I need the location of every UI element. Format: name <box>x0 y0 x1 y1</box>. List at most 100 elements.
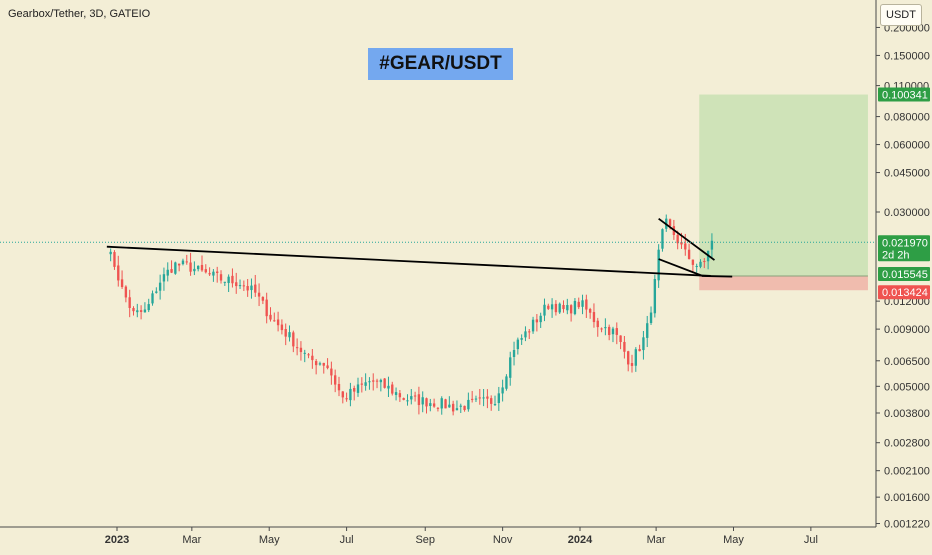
candle-body <box>280 324 284 331</box>
candle-body <box>334 375 337 385</box>
candle-body <box>463 405 466 411</box>
x-tick-label: May <box>259 534 280 546</box>
candle-body <box>295 347 299 349</box>
price-label-box <box>878 285 930 300</box>
candle-body <box>181 260 185 265</box>
candle-body <box>242 285 246 287</box>
candle-body <box>177 263 181 266</box>
candle-body <box>124 286 128 298</box>
candle-body <box>562 304 565 310</box>
x-tick-label: Nov <box>493 534 513 546</box>
candle-body <box>505 376 508 389</box>
candle-body <box>425 398 428 407</box>
candle-body <box>554 303 558 313</box>
candle-body <box>607 326 611 336</box>
price-label-text: 0.100341 <box>882 90 928 102</box>
price-label-box <box>878 87 930 102</box>
symbol-title: Gearbox/Tether, 3D, GATEIO <box>8 8 151 20</box>
candle-body <box>128 297 131 308</box>
stop-zone <box>699 275 868 291</box>
candle-body <box>421 397 424 405</box>
x-tick-label: 2024 <box>568 534 593 546</box>
y-tick-label: 0.150000 <box>884 50 930 62</box>
candle-body <box>649 312 653 323</box>
candle-body <box>600 328 603 330</box>
candle-body <box>360 383 363 385</box>
price-label-text: 0.013424 <box>882 287 928 299</box>
candle-body <box>200 264 204 271</box>
candle-body <box>276 319 280 326</box>
candle-body <box>349 388 352 401</box>
candle-body <box>368 381 371 383</box>
candle-body <box>448 404 451 408</box>
candle-body <box>482 397 485 399</box>
trendline-resistance <box>106 245 711 277</box>
candle-body <box>474 398 478 400</box>
candle-body <box>413 395 417 397</box>
candle-body <box>588 309 592 313</box>
candle-body <box>417 394 421 406</box>
candle-body <box>235 282 238 287</box>
candle-body <box>577 301 580 308</box>
candle-body <box>299 347 303 353</box>
candle-body <box>189 262 192 272</box>
price-label-text: 0.021970 <box>882 237 928 249</box>
candle-body <box>516 339 520 350</box>
y-tick-label: 0.001600 <box>884 492 930 504</box>
price-label-box <box>878 266 930 281</box>
candle-body <box>330 368 333 376</box>
candle-body <box>197 265 200 270</box>
y-tick-label: 0.005000 <box>884 381 930 393</box>
candle-body <box>630 363 634 366</box>
candle-body <box>227 276 230 284</box>
currency-button[interactable]: USDT <box>880 4 922 26</box>
candle-body <box>550 304 554 310</box>
candle-body <box>627 351 630 365</box>
candle-body <box>158 282 162 291</box>
candle-body <box>406 400 409 402</box>
candle-body <box>250 285 253 291</box>
candle-body <box>638 349 641 352</box>
candle-body <box>318 363 322 365</box>
candle-body <box>170 269 173 273</box>
candle-body <box>391 384 394 394</box>
candle-body <box>646 323 649 338</box>
x-tick-label: Jul <box>804 534 818 546</box>
candle-body <box>604 327 607 329</box>
candle-body <box>284 329 287 337</box>
candle-body <box>147 304 150 311</box>
candle-body <box>596 320 599 328</box>
candle-body <box>292 332 295 347</box>
candle-body <box>394 392 398 395</box>
candle-body <box>269 314 272 320</box>
candle-body <box>402 398 405 400</box>
candle-body <box>501 387 504 394</box>
candle-body <box>216 271 219 273</box>
candle-body <box>379 379 383 383</box>
candle-body <box>288 332 291 338</box>
y-tick-label: 0.006500 <box>884 356 930 368</box>
candle-body <box>451 403 455 412</box>
candle-body <box>143 309 147 313</box>
candle-body <box>162 274 166 282</box>
candle-body <box>520 338 523 340</box>
candle-body <box>387 385 390 389</box>
candle-body <box>703 261 706 263</box>
y-tick-label: 0.080000 <box>884 112 930 124</box>
candle-body <box>653 279 657 314</box>
candle-body <box>139 310 143 312</box>
candle-body <box>185 261 188 263</box>
candle-body <box>710 240 714 250</box>
trendline-flag-upper <box>658 217 715 261</box>
x-tick-label: 2023 <box>105 534 129 546</box>
candle-body <box>273 320 276 322</box>
y-tick-label: 0.003800 <box>884 408 930 420</box>
y-tick-label: 0.060000 <box>884 140 930 152</box>
candle-body <box>581 300 584 307</box>
candle-body <box>238 285 242 287</box>
x-tick-label: Mar <box>182 534 201 546</box>
x-tick-label: Sep <box>415 534 435 546</box>
candle-body <box>261 296 265 301</box>
